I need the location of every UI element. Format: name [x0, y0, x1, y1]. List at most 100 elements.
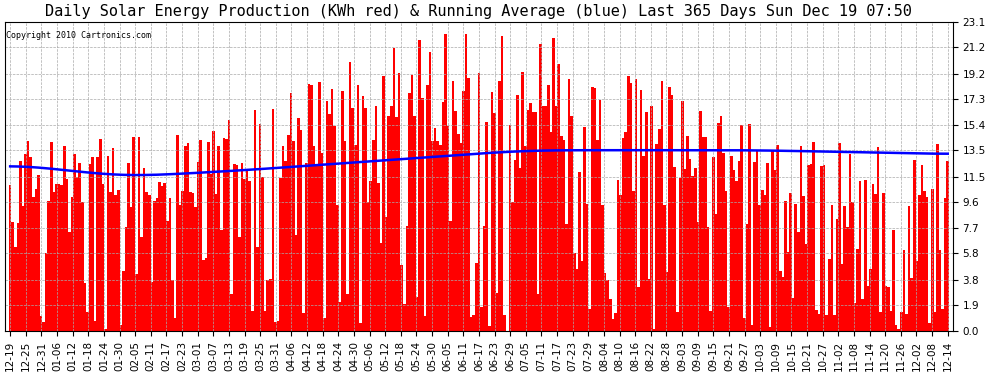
Bar — [745, 224, 748, 331]
Bar — [160, 186, 163, 331]
Bar — [612, 319, 614, 331]
Bar — [168, 198, 171, 331]
Bar — [199, 140, 202, 331]
Bar — [477, 73, 480, 331]
Bar — [467, 78, 470, 331]
Bar — [496, 293, 498, 331]
Bar — [377, 183, 380, 331]
Bar — [869, 268, 872, 331]
Bar — [763, 195, 766, 331]
Bar — [741, 125, 742, 331]
Bar — [19, 161, 22, 331]
Bar — [374, 106, 377, 331]
Bar — [733, 170, 736, 331]
Bar — [678, 178, 681, 331]
Bar — [442, 102, 445, 331]
Bar — [99, 139, 102, 331]
Bar — [530, 103, 532, 331]
Bar — [241, 163, 244, 331]
Bar — [65, 179, 68, 331]
Bar — [210, 174, 212, 331]
Bar — [48, 201, 50, 331]
Bar — [738, 161, 741, 331]
Bar — [166, 221, 168, 331]
Bar — [215, 194, 218, 331]
Bar — [578, 172, 581, 331]
Bar — [807, 165, 810, 331]
Bar — [717, 123, 720, 331]
Bar — [359, 324, 361, 331]
Bar — [150, 282, 153, 331]
Bar — [493, 113, 496, 331]
Bar — [176, 135, 179, 331]
Bar — [171, 280, 173, 331]
Bar — [480, 307, 483, 331]
Bar — [43, 322, 45, 331]
Bar — [12, 222, 14, 331]
Bar — [387, 117, 390, 331]
Bar — [70, 197, 73, 331]
Bar — [50, 142, 52, 331]
Bar — [633, 191, 635, 331]
Bar — [501, 36, 503, 331]
Bar — [342, 91, 344, 331]
Bar — [432, 141, 434, 331]
Bar — [856, 249, 859, 331]
Bar — [212, 131, 215, 331]
Bar — [887, 288, 890, 331]
Bar — [710, 311, 712, 331]
Bar — [532, 112, 535, 331]
Bar — [879, 312, 882, 331]
Bar — [668, 87, 671, 331]
Bar — [331, 89, 334, 331]
Bar — [125, 227, 128, 331]
Bar — [828, 259, 831, 331]
Bar — [130, 207, 133, 331]
Bar — [516, 95, 519, 331]
Bar — [663, 205, 665, 331]
Bar — [511, 202, 514, 331]
Bar — [761, 190, 763, 331]
Bar — [197, 162, 199, 331]
Bar — [792, 298, 794, 331]
Bar — [292, 141, 295, 331]
Bar — [588, 309, 591, 331]
Bar — [439, 145, 442, 331]
Bar — [207, 142, 210, 331]
Bar — [40, 315, 43, 331]
Bar — [104, 329, 107, 331]
Bar — [457, 134, 459, 331]
Text: Copyright 2010 Cartronics.com: Copyright 2010 Cartronics.com — [6, 31, 150, 40]
Bar — [846, 227, 848, 331]
Bar — [14, 247, 17, 331]
Bar — [459, 143, 462, 331]
Bar — [552, 38, 555, 331]
Bar — [874, 194, 877, 331]
Bar — [406, 226, 408, 331]
Bar — [231, 294, 233, 331]
Bar — [233, 164, 236, 331]
Bar — [403, 304, 406, 331]
Bar — [547, 85, 549, 331]
Bar — [586, 204, 588, 331]
Bar — [297, 118, 300, 331]
Bar — [308, 84, 310, 331]
Bar — [645, 112, 647, 331]
Bar — [658, 129, 660, 331]
Bar — [583, 127, 586, 331]
Bar — [715, 214, 717, 331]
Bar — [419, 40, 421, 331]
Bar — [128, 163, 130, 331]
Bar — [239, 237, 241, 331]
Bar — [753, 162, 755, 331]
Bar — [295, 235, 297, 331]
Bar — [334, 126, 336, 331]
Bar — [575, 269, 578, 331]
Bar — [73, 154, 76, 331]
Bar — [372, 140, 374, 331]
Bar — [485, 122, 488, 331]
Bar — [437, 141, 439, 331]
Bar — [117, 190, 120, 331]
Bar — [60, 185, 63, 331]
Bar — [316, 166, 318, 331]
